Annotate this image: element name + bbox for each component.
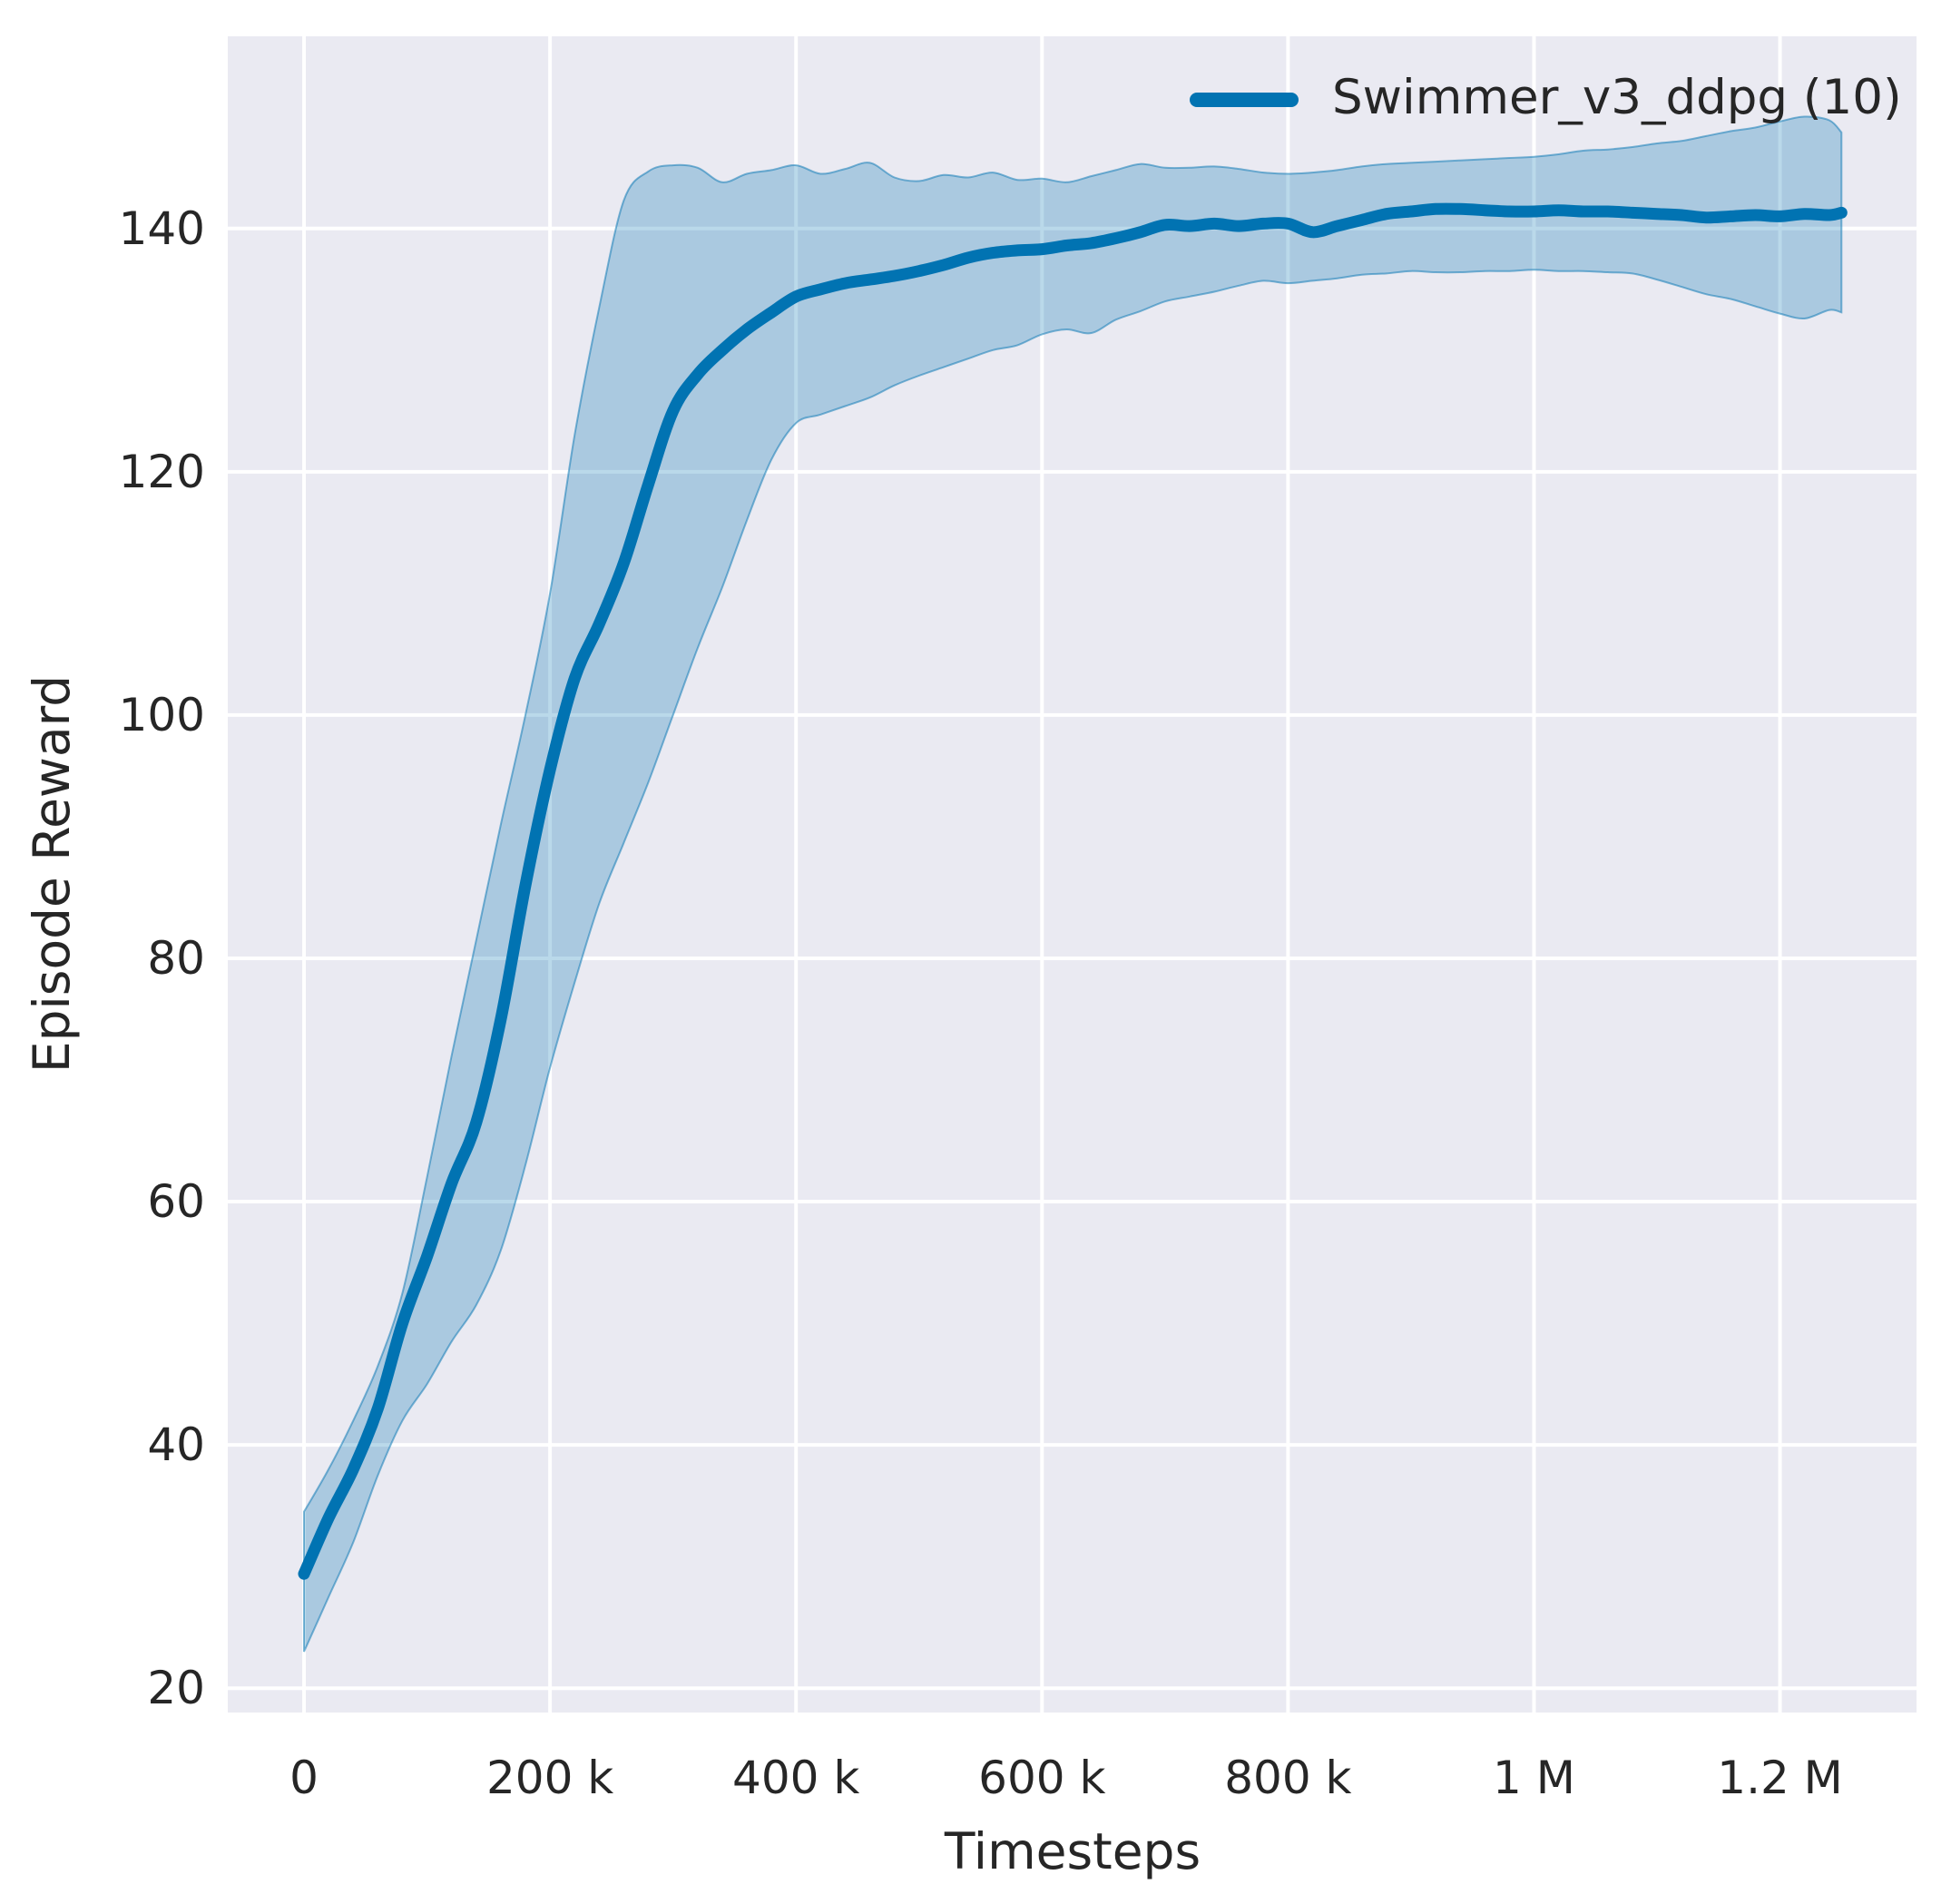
plot-area xyxy=(228,36,1917,1713)
x-axis-label: Timesteps xyxy=(944,1822,1201,1880)
x-tick-label: 600 k xyxy=(978,1752,1106,1804)
x-tick-label: 1.2 M xyxy=(1717,1752,1843,1804)
plot-svg xyxy=(228,36,1917,1713)
x-tick-label: 200 k xyxy=(485,1752,614,1804)
x-tick-label: 1 M xyxy=(1493,1752,1575,1804)
y-tick-label: 80 xyxy=(147,931,205,985)
x-tick-label: 0 xyxy=(289,1752,319,1804)
x-tick-label: 400 k xyxy=(732,1752,860,1804)
axes-background xyxy=(228,36,1917,1713)
y-tick-label: 40 xyxy=(147,1418,205,1472)
legend-label: Swimmer_v3_ddpg (10) xyxy=(1332,70,1902,125)
y-tick-label: 60 xyxy=(147,1175,205,1229)
y-tick-label: 140 xyxy=(118,201,205,255)
y-axis-ticks: 20 40 60 80 100 120 140 xyxy=(0,0,205,1904)
y-tick-label: 100 xyxy=(118,688,205,741)
y-tick-label: 120 xyxy=(118,445,205,498)
confidence-band xyxy=(303,115,1843,1653)
y-tick-label: 20 xyxy=(147,1662,205,1715)
y-axis-label: Episode Reward xyxy=(23,674,81,1074)
mean-line xyxy=(298,202,1848,1580)
x-tick-label: 800 k xyxy=(1224,1752,1352,1804)
legend-line-swatch xyxy=(1190,93,1299,107)
